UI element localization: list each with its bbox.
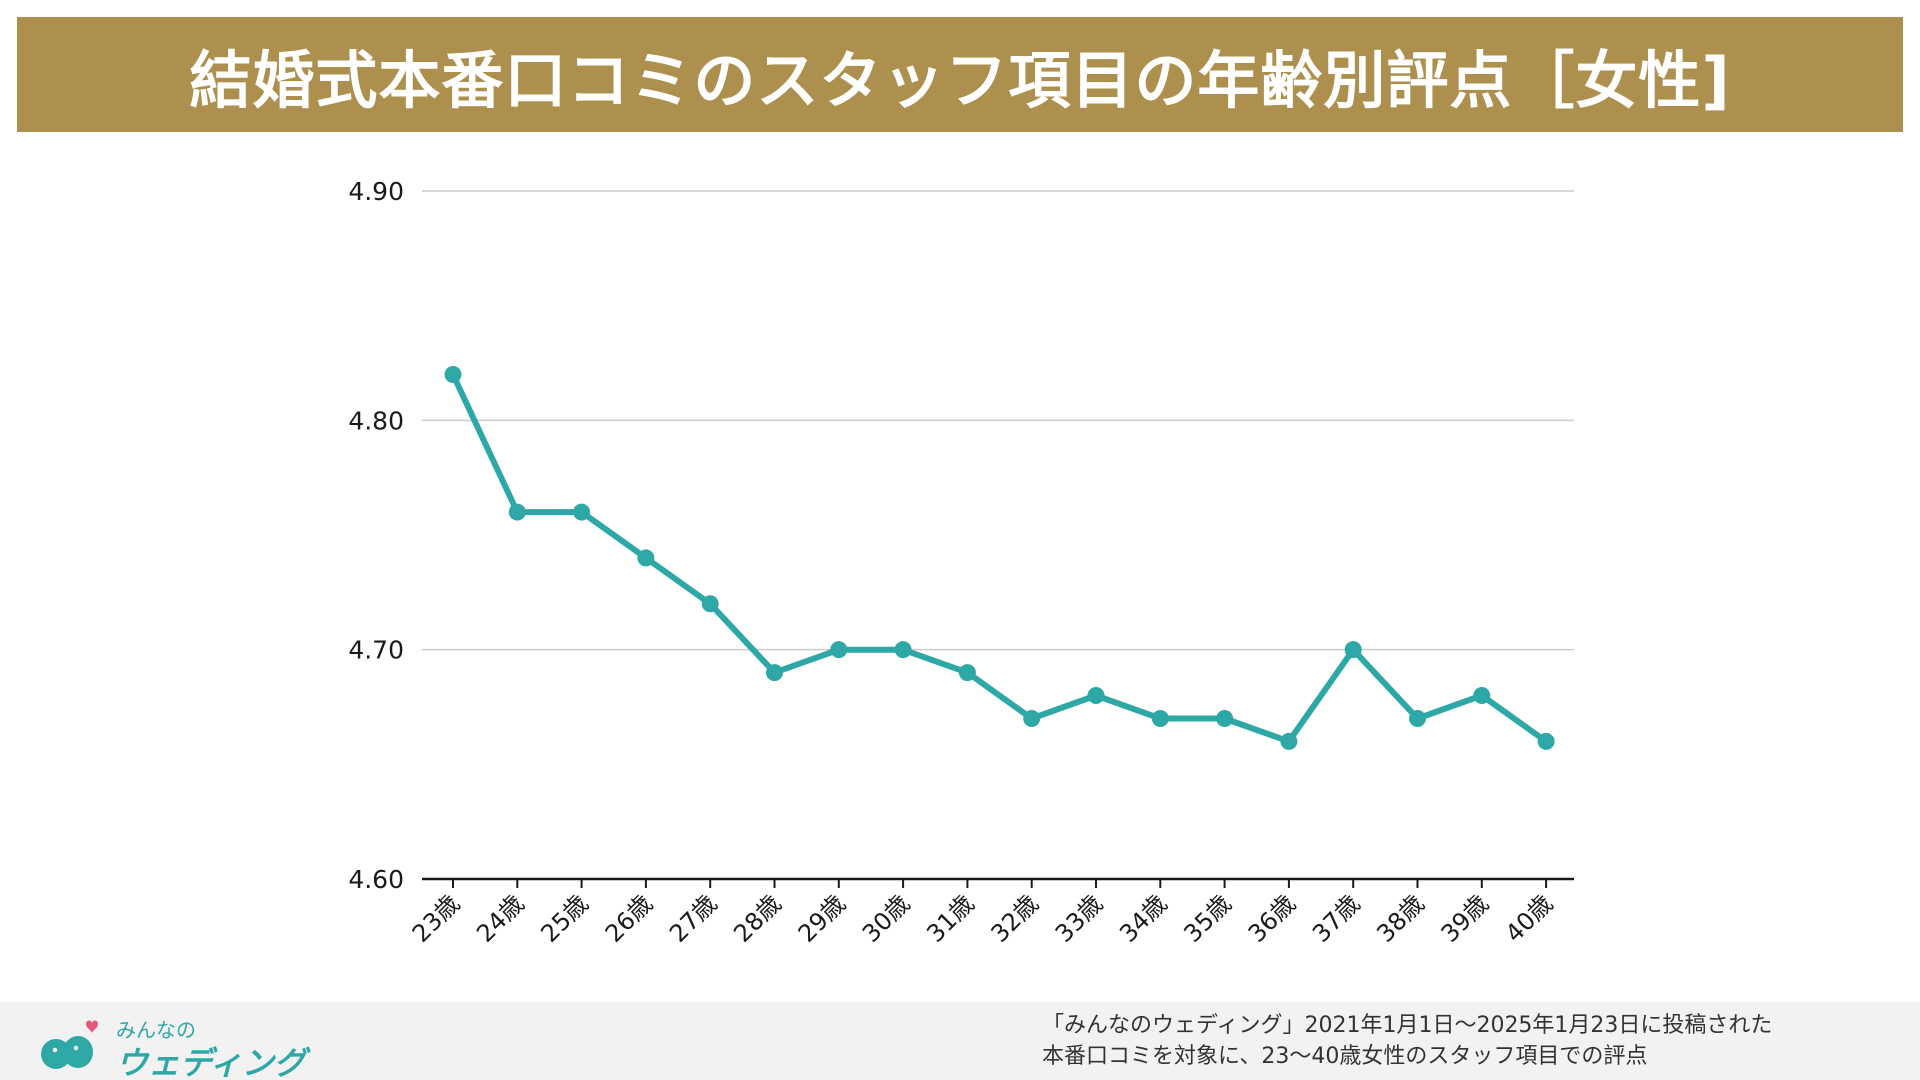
data-point-40歳 xyxy=(1537,732,1555,750)
data-point-35歳 xyxy=(1216,709,1234,727)
page-title: 結婚式本番口コミのスタッフ項目の年齢別評点［女性] xyxy=(189,43,1731,117)
source-note-line-1: 「みんなのウェディング」2021年1月1日〜2025年1月23日に投稿された xyxy=(1042,1013,1773,1038)
data-point-33歳 xyxy=(1087,687,1105,705)
data-point-34歳 xyxy=(1151,709,1169,727)
data-point-23歳 xyxy=(444,365,462,383)
footer: みんなの ウェディング 「みんなのウェディング」2021年1月1日〜2025年1… xyxy=(0,1002,1920,1080)
x-tick-label-16: 39歳 xyxy=(1436,889,1494,947)
x-tick-label-9: 32歳 xyxy=(986,889,1044,947)
logo-small-text: みんなの xyxy=(116,1018,196,1042)
x-tick-label-17: 40歳 xyxy=(1500,889,1558,947)
data-point-25歳 xyxy=(573,503,591,521)
x-tick-label-2: 25歳 xyxy=(535,889,593,947)
series-line xyxy=(450,371,1550,745)
x-tick-label-0: 23歳 xyxy=(407,889,465,947)
data-point-38歳 xyxy=(1409,709,1426,727)
x-tick-label-5: 28歳 xyxy=(728,889,786,947)
x-tick-label-14: 37歳 xyxy=(1307,889,1365,947)
data-point-37歳 xyxy=(1344,641,1362,659)
two-birds-heart-icon xyxy=(41,1020,98,1069)
x-tick-label-13: 36歳 xyxy=(1243,889,1301,947)
data-point-29歳 xyxy=(830,641,848,659)
line-chart: 4.60 4.70 4.80 4.90 23歳 24歳 25歳 26歳 27歳 28歳 29歳 30歳… xyxy=(348,177,1574,948)
y-tick-label-4.90: 4.90 xyxy=(348,177,404,206)
x-tick-label-10: 33歳 xyxy=(1050,889,1108,947)
data-point-30歳 xyxy=(894,641,912,659)
data-point-32歳 xyxy=(1023,709,1041,727)
minna-no-wedding-logo: みんなの ウェディング xyxy=(36,1012,316,1080)
data-point-24歳 xyxy=(508,503,526,521)
x-tick-label-7: 30歳 xyxy=(857,889,915,947)
chart-area: 4.60 4.70 4.80 4.90 23歳 24歳 25歳 26歳 27歳 28歳 29歳 30歳… xyxy=(0,140,1920,1000)
data-point-31歳 xyxy=(958,664,976,682)
data-point-26歳 xyxy=(637,549,655,567)
y-tick-label-4.70: 4.70 xyxy=(348,636,404,665)
y-tick-label-4.80: 4.80 xyxy=(348,406,404,435)
x-tick-label-12: 35歳 xyxy=(1178,889,1236,947)
data-point-27歳 xyxy=(701,595,719,613)
source-note: 「みんなのウェディング」2021年1月1日〜2025年1月23日に投稿された 本… xyxy=(1042,1010,1902,1072)
x-tick-label-8: 31歳 xyxy=(921,889,979,947)
y-tick-label-4.60: 4.60 xyxy=(348,865,404,894)
x-tick-label-1: 24歳 xyxy=(471,889,529,947)
source-note-line-2: 本番口コミを対象に、23〜40歳女性のスタッフ項目での評点 xyxy=(1042,1044,1648,1069)
x-tick-label-4: 27歳 xyxy=(664,889,722,947)
x-tick-label-11: 34歳 xyxy=(1114,889,1172,947)
data-point-28歳 xyxy=(766,664,783,682)
logo-large-text: ウェディング xyxy=(116,1044,306,1080)
data-point-39歳 xyxy=(1473,687,1491,705)
title-bar: 結婚式本番口コミのスタッフ項目の年齢別評点［女性] xyxy=(17,17,1903,132)
x-tick-label-6: 29歳 xyxy=(793,889,851,947)
x-tick-label-3: 26歳 xyxy=(600,889,658,947)
x-tick-label-15: 38歳 xyxy=(1371,889,1429,947)
data-point-36歳 xyxy=(1280,732,1298,750)
